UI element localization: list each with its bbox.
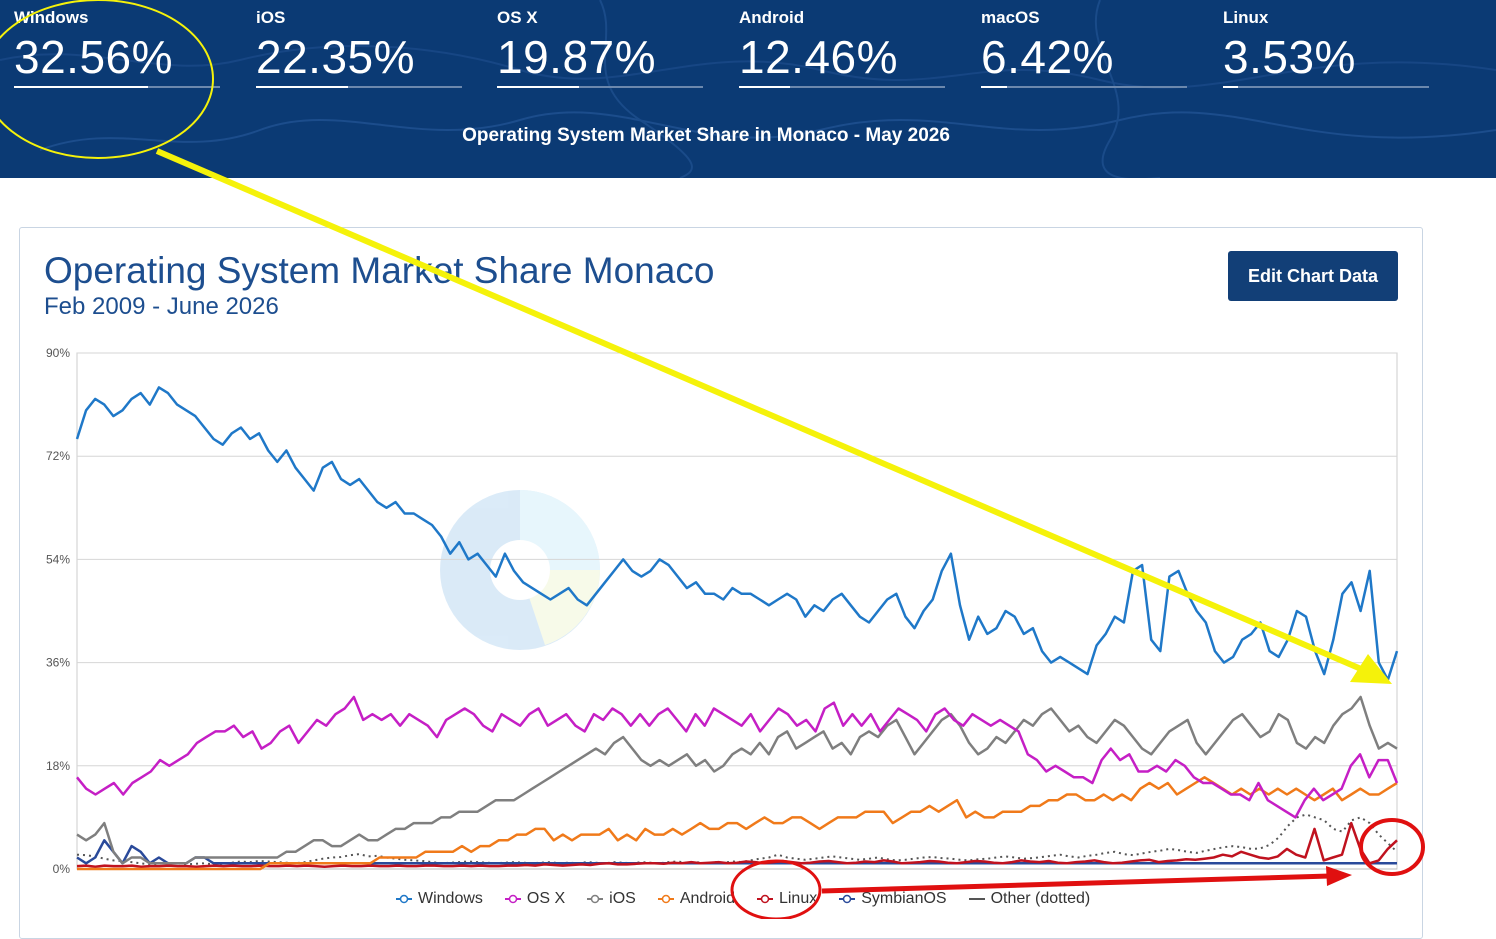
plot-frame — [76, 352, 1398, 870]
y-tick-label: 72% — [46, 449, 70, 463]
watermark-logo — [440, 490, 600, 650]
stat-bar — [256, 86, 462, 88]
stat-bar — [739, 86, 945, 88]
legend-item[interactable]: SymbianOS — [839, 890, 947, 908]
stat-value: 3.53% — [1223, 31, 1356, 83]
stat-bar-fill — [739, 86, 791, 88]
stat-value: 22.35% — [256, 31, 416, 83]
stat-bar-fill — [256, 86, 349, 88]
legend-label: Other (dotted) — [990, 890, 1091, 907]
y-tick-label: 36% — [46, 656, 70, 670]
chart-legend: Windows OS X iOS Android Linux SymbianOS Other… — [396, 890, 1090, 908]
y-tick-label: 90% — [46, 346, 70, 360]
legend-label: Windows — [418, 890, 483, 907]
stat-bar — [981, 86, 1187, 88]
stat-label: OS X — [497, 8, 538, 27]
legend-marker-icon — [756, 894, 773, 904]
legend-label: iOS — [609, 890, 636, 907]
legend-item[interactable]: OS X — [504, 890, 566, 908]
y-tick-label: 18% — [46, 759, 70, 773]
legend-label: Android — [679, 890, 735, 907]
stat-osx: OS X 19.87% — [497, 8, 703, 88]
stat-label: iOS — [256, 8, 286, 27]
legend-marker-icon — [587, 894, 604, 904]
chart-plot: 0% 18% 36% 54% 72% 90% — [46, 346, 1399, 876]
stat-android: Android 12.46% — [739, 8, 945, 88]
stat-linux: Linux 3.53% — [1223, 8, 1429, 88]
stat-bar-fill — [1223, 86, 1238, 88]
chart-series — [75, 386, 1399, 871]
legend-label: OS X — [526, 890, 566, 907]
stat-bar — [1223, 86, 1429, 88]
legend-marker-icon — [657, 894, 674, 904]
y-tick-label: 54% — [46, 552, 70, 566]
legend-marker-icon — [504, 894, 521, 904]
stat-ios: iOS 22.35% — [256, 8, 462, 88]
chart-grid — [76, 352, 1398, 870]
legend-item[interactable]: Linux — [756, 890, 818, 908]
stat-value: 19.87% — [497, 31, 657, 83]
legend-marker-icon — [839, 894, 856, 904]
stat-label: macOS — [981, 8, 1040, 27]
stat-label: Linux — [1223, 8, 1269, 27]
series-line-android — [77, 776, 1398, 871]
series-line-windows — [75, 386, 1399, 682]
legend-label: Linux — [778, 890, 818, 907]
stat-bar-fill — [981, 86, 1008, 88]
series-line-os-x — [76, 695, 1399, 819]
series-line-linux — [76, 821, 1398, 868]
stat-bar — [497, 86, 703, 88]
stat-bar-fill — [497, 86, 579, 88]
legend-item[interactable]: iOS — [587, 890, 636, 908]
legend-item[interactable]: Windows — [396, 890, 483, 908]
legend-item[interactable]: Other (dotted) — [968, 890, 1091, 908]
banner-subtitle: Operating System Market Share in Monaco … — [462, 125, 950, 146]
y-axis: 0% 18% 36% 54% 72% 90% — [46, 346, 70, 876]
legend-label: SymbianOS — [861, 890, 947, 907]
legend-marker-icon — [396, 894, 412, 904]
stat-macos: macOS 6.42% — [981, 8, 1187, 88]
stat-value: 6.42% — [981, 31, 1114, 83]
legend-marker-icon — [968, 898, 985, 900]
stat-value: 12.46% — [739, 31, 899, 83]
series-line-ios — [76, 695, 1398, 865]
y-tick-label: 0% — [53, 862, 71, 876]
legend-item[interactable]: Android — [657, 890, 735, 908]
stat-label: Android — [739, 8, 805, 27]
